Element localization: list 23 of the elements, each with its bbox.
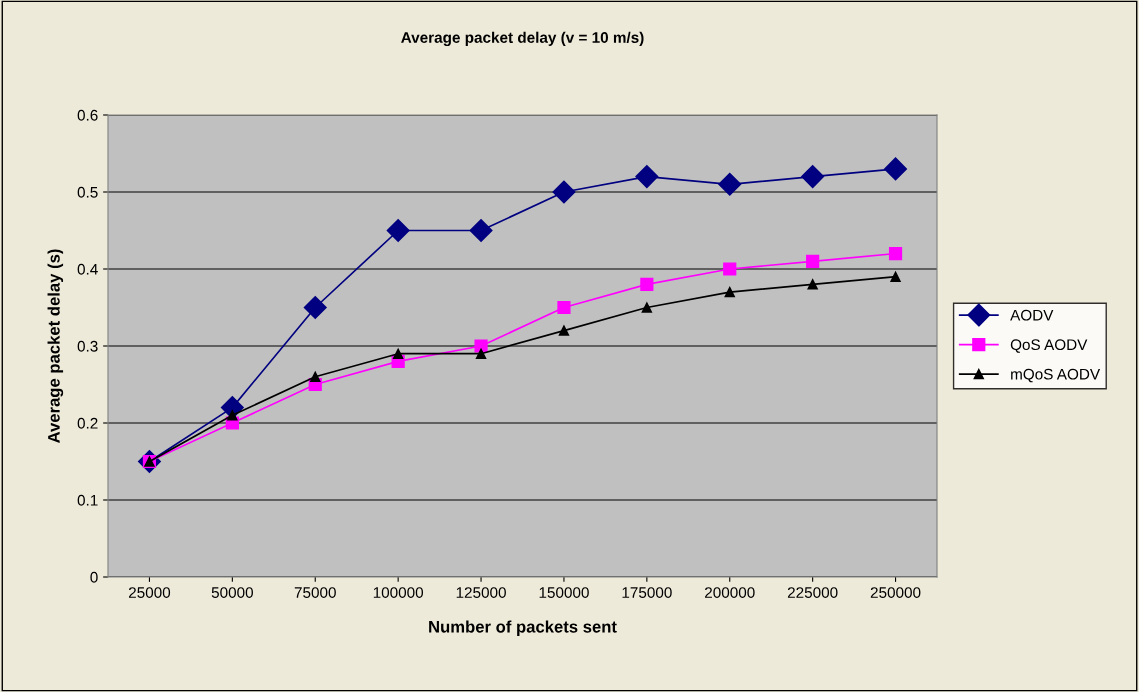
y-tick-label: 0.2 [77,417,98,429]
x-tick-label: 225000 [787,587,838,598]
x-tick-label: 25000 [128,587,171,598]
x-tick-label: 125000 [456,587,506,598]
y-tick-label: 0.1 [77,494,98,506]
x-tick-label: 200000 [705,587,755,598]
y-axis-title: Average packet delay (s) [47,249,64,443]
legend-label: QoS AODV [1010,339,1088,353]
x-tick-label: 250000 [870,587,921,598]
legend-label: mQoS AODV [1011,368,1101,383]
x-tick-label: 150000 [539,587,589,598]
y-tick-label: 0.5 [77,186,98,198]
y-tick-label: 0.6 [77,109,98,121]
y-tick-label: 0.3 [77,340,98,352]
x-tick-label: 100000 [373,587,424,598]
x-tick-label: 175000 [622,587,672,598]
y-tick-label: 0 [90,571,98,583]
x-tick-label: 50000 [211,587,253,598]
legend-label: AODV [1010,309,1054,321]
x-tick-label: 75000 [294,587,336,598]
x-axis-title: Number of packets sent [429,620,617,636]
y-tick-label: 0.4 [77,263,98,275]
chart-title: Average packet delay (v = 10 m/s) [401,31,644,47]
